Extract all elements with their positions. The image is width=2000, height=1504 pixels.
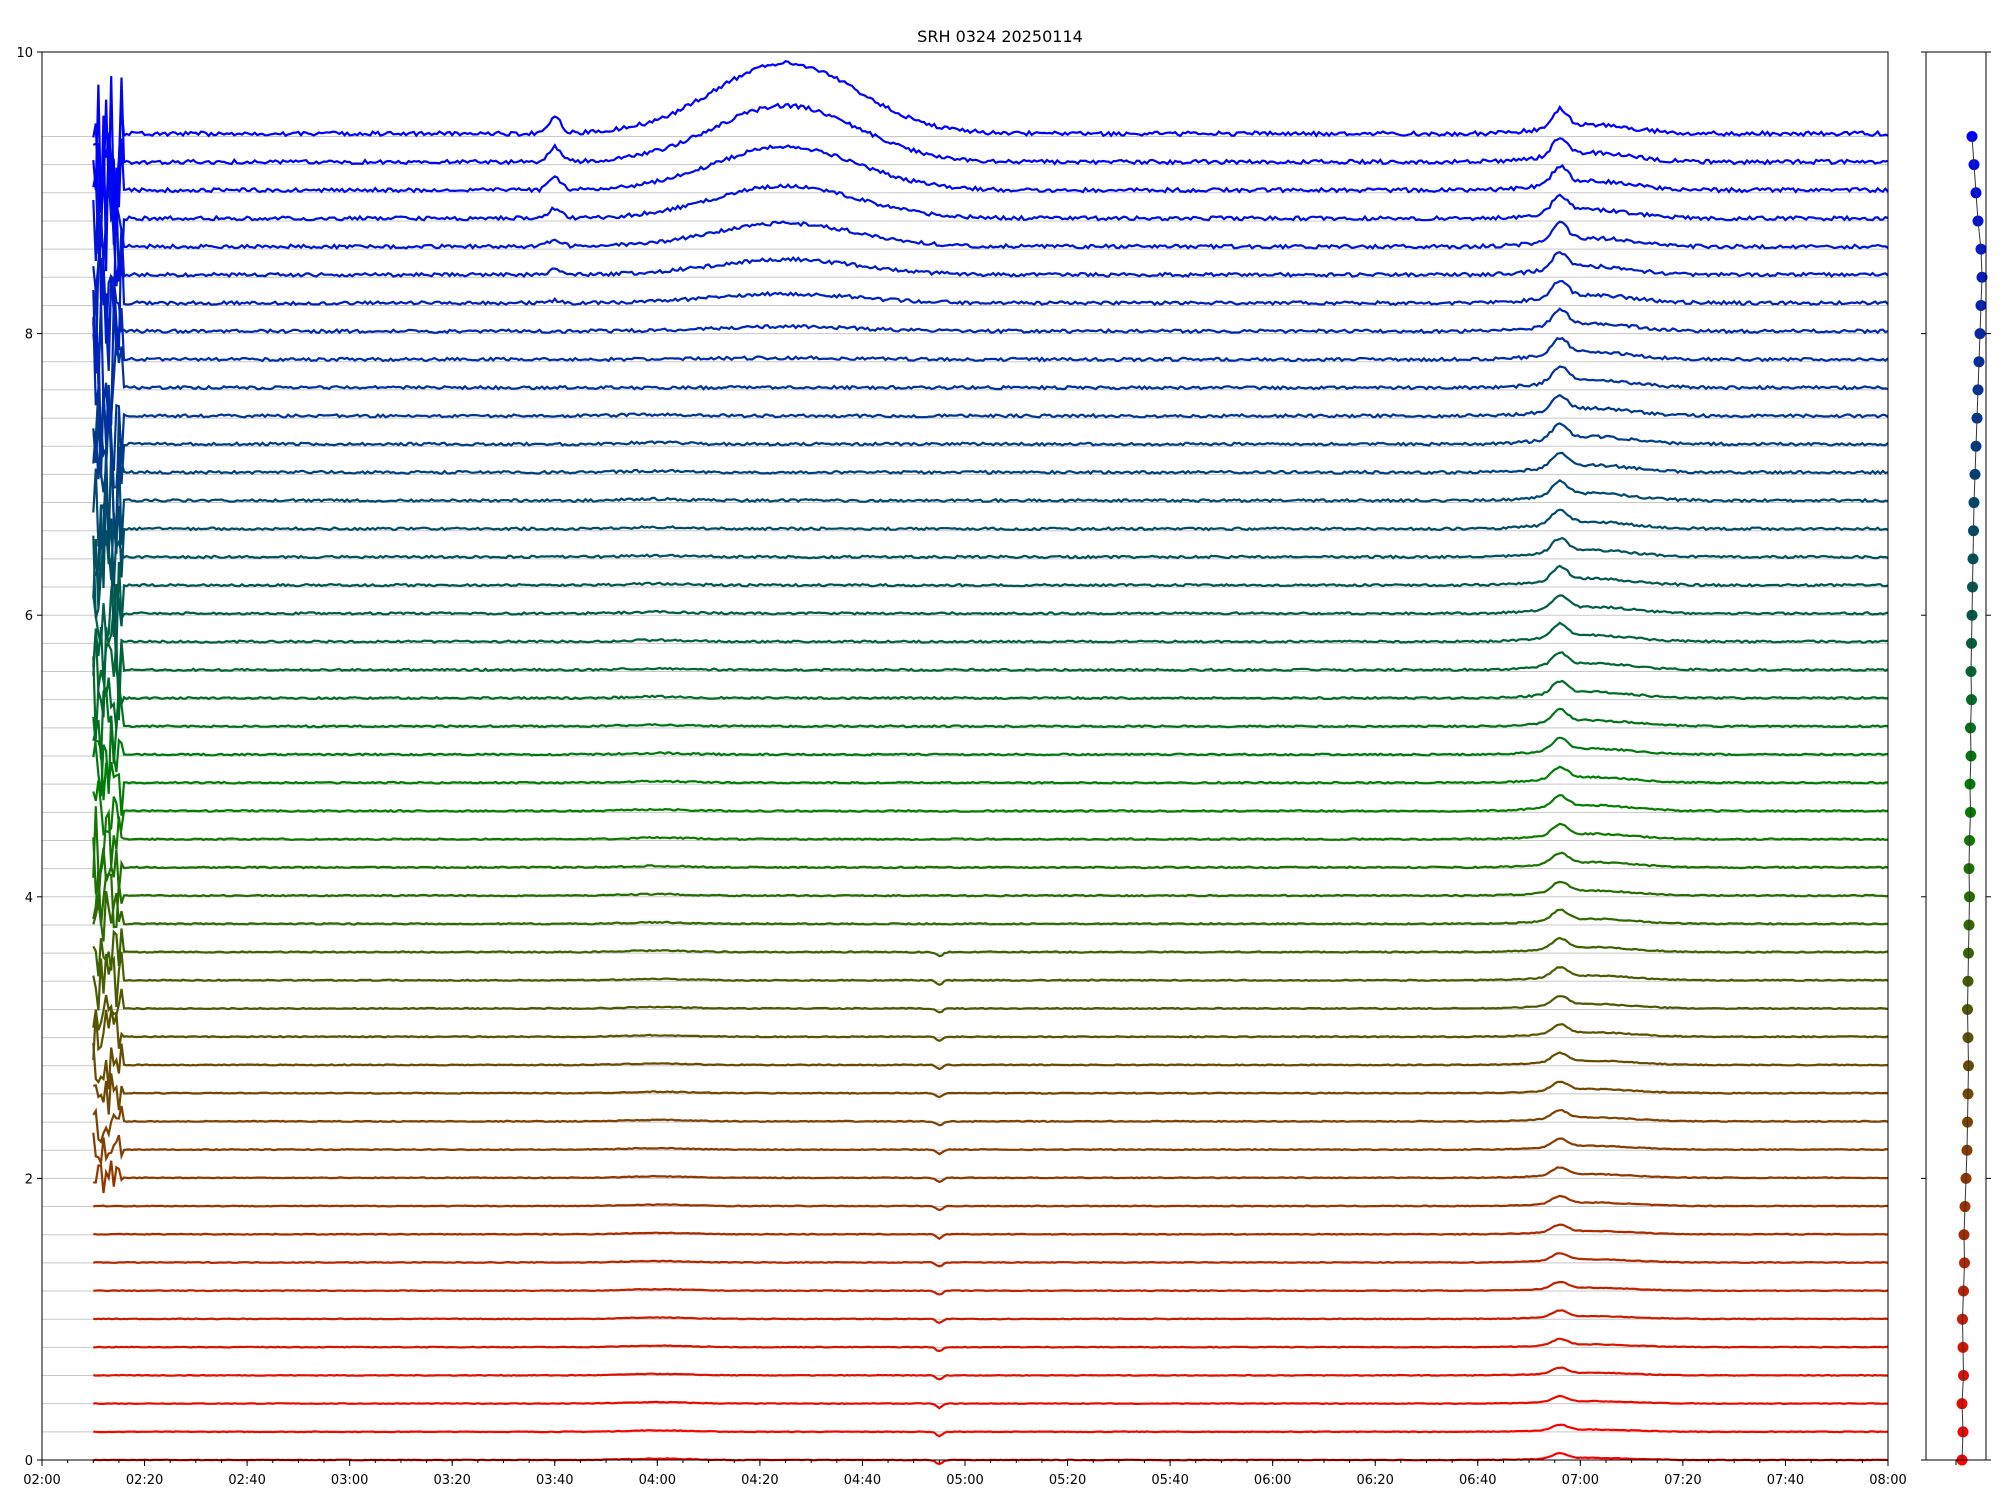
series-line-5	[93, 1309, 1889, 1324]
series-line-44	[92, 138, 1889, 287]
y-tick-label: 6	[25, 609, 33, 624]
series-line-9	[93, 1194, 1889, 1212]
y-tick-label: 8	[25, 328, 33, 343]
series-line-11	[92, 1132, 1888, 1168]
series-line-33	[93, 478, 1889, 589]
x-tick-label: 03:20	[433, 1473, 470, 1488]
series-line-27	[92, 656, 1889, 739]
x-tick-label: 03:00	[331, 1473, 368, 1488]
series-line-14	[92, 1042, 1889, 1090]
x-tick-label: 04:20	[741, 1473, 778, 1488]
x-tick-label: 03:40	[536, 1473, 573, 1488]
x-tick-label: 02:20	[126, 1473, 163, 1488]
y-tick-label: 4	[25, 891, 33, 906]
series-line-10	[93, 1160, 1888, 1194]
series-layer	[92, 60, 1889, 1466]
series-line-2	[93, 1394, 1889, 1410]
series-line-19	[92, 891, 1889, 942]
series-line-26	[92, 686, 1889, 764]
series-line-21	[92, 837, 1889, 904]
x-tick-label: 07:00	[1562, 1473, 1599, 1488]
series-line-37	[92, 393, 1889, 480]
series-line-46	[92, 77, 1889, 236]
series-line-18	[92, 928, 1889, 977]
x-tick-label: 07:40	[1767, 1473, 1804, 1488]
side-connector	[1961, 136, 1983, 1461]
series-line-32	[92, 501, 1889, 609]
y-tick-label: 10	[16, 46, 33, 61]
x-tick-label: 06:00	[1254, 1473, 1291, 1488]
series-line-7	[93, 1252, 1889, 1268]
x-tick-label: 06:20	[1356, 1473, 1393, 1488]
x-tick-label: 08:00	[1869, 1473, 1906, 1488]
series-line-4	[93, 1337, 1889, 1353]
series-line-36	[92, 384, 1889, 489]
series-line-25	[92, 716, 1889, 797]
x-tick-label: 02:40	[228, 1473, 265, 1488]
series-line-22	[92, 806, 1889, 878]
series-line-38	[92, 334, 1889, 453]
series-line-3	[93, 1366, 1889, 1381]
series-line-23	[92, 780, 1889, 837]
x-tick-label: 02:00	[23, 1473, 60, 1488]
y-tick-label: 0	[25, 1454, 33, 1469]
series-line-31	[92, 530, 1889, 638]
series-line-41	[92, 232, 1889, 374]
x-tick-label: 04:00	[639, 1473, 676, 1488]
series-line-47	[92, 60, 1889, 213]
x-tick-label: 05:00	[946, 1473, 983, 1488]
side-frame	[1925, 51, 1987, 1461]
series-line-17	[92, 951, 1889, 1011]
x-tick-label: 05:20	[1049, 1473, 1086, 1488]
series-line-29	[92, 605, 1889, 686]
series-line-40	[92, 263, 1889, 385]
series-line-30	[92, 561, 1889, 650]
series-line-35	[92, 411, 1889, 531]
series-line-24	[92, 738, 1889, 816]
series-line-8	[93, 1223, 1889, 1241]
series-line-20	[92, 869, 1889, 929]
series-line-43	[92, 178, 1889, 301]
side-panel	[1921, 51, 1991, 1466]
series-line-28	[92, 626, 1889, 721]
series-line-42	[92, 204, 1889, 344]
x-tick-label: 06:40	[1459, 1473, 1496, 1488]
x-tick-label: 07:20	[1664, 1473, 1701, 1488]
y-tick-label: 2	[25, 1172, 33, 1187]
series-line-16	[92, 988, 1889, 1031]
x-tick-label: 05:40	[1151, 1473, 1188, 1488]
series-line-6	[93, 1280, 1889, 1296]
series-line-12	[92, 1105, 1889, 1144]
series-line-34	[92, 448, 1889, 554]
series-line-15	[92, 1007, 1889, 1061]
series-line-1	[93, 1423, 1889, 1438]
x-tick-label: 04:40	[844, 1473, 881, 1488]
series-line-39	[92, 298, 1889, 433]
series-line-45	[92, 115, 1889, 272]
axes-layer: 0 2 4 6 8 10 02:00 02:20 02:40 03:00 03:20 03:40 04:…	[16, 46, 1906, 1488]
chart-title: SRH 0324 20250114	[917, 27, 1083, 46]
series-line-13	[93, 1073, 1889, 1115]
